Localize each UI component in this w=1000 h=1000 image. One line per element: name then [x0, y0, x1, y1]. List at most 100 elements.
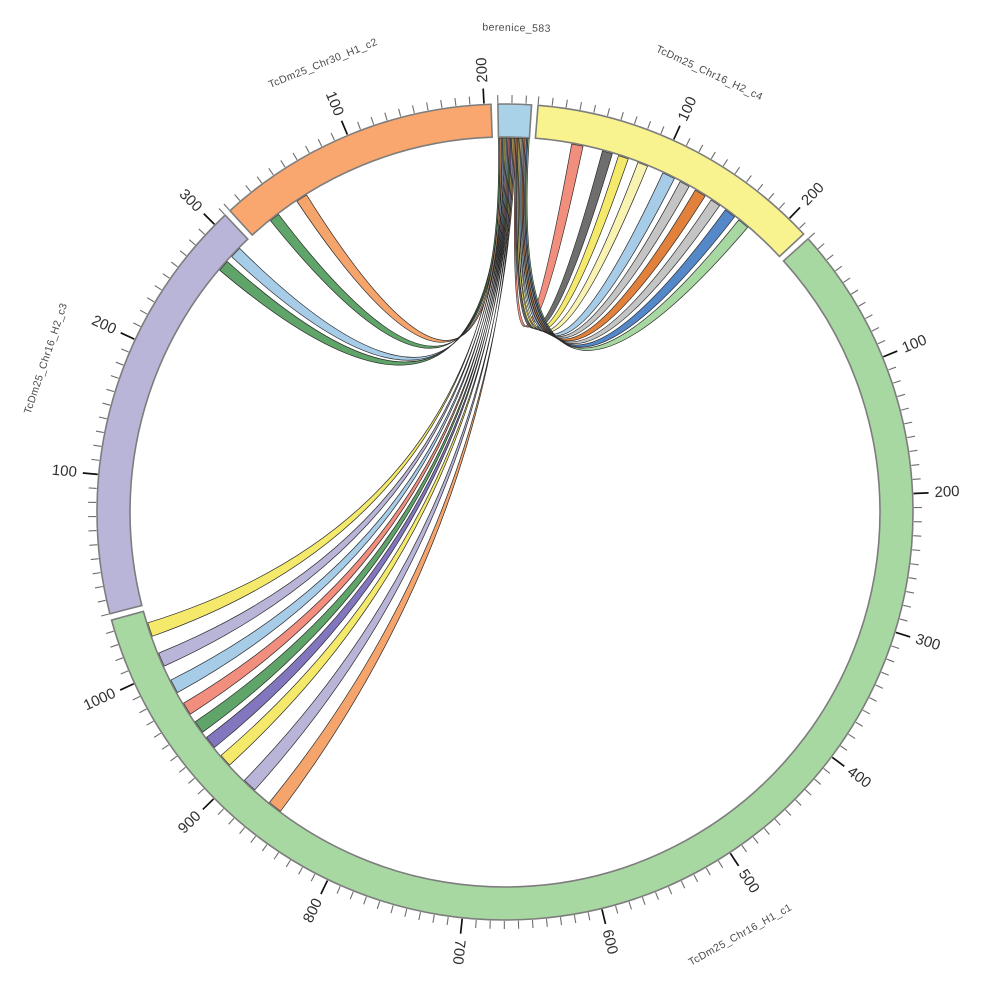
major-tick-TcDm25_Chr16_H2_c4-200	[788, 206, 801, 219]
minor-tick-TcDm25_Chr16_H1_c1-1020	[115, 657, 124, 662]
minor-tick-TcDm25_Chr16_H1_c1-170	[909, 449, 918, 453]
minor-tick-TcDm25_Chr16_H1_c1-290	[899, 618, 908, 622]
minor-tick-TcDm25_Chr16_H1_c1-320	[886, 658, 895, 663]
minor-tick-TcDm25_Chr16_H2_c4-70	[633, 116, 638, 125]
minor-tick-TcDm25_Chr30_H1_c2-90	[330, 132, 335, 141]
minor-tick-TcDm25_Chr16_H1_c1-610	[587, 912, 591, 921]
minor-tick-TcDm25_Chr16_H2_c4-130	[710, 151, 716, 160]
minor-tick-TcDm25_Chr16_H1_c1-470	[763, 827, 770, 835]
minor-tick-TcDm25_Chr16_H2_c3-0	[101, 613, 110, 617]
major-tick-TcDm25_Chr16_H1_c1-900	[202, 798, 215, 811]
minor-tick-TcDm25_Chr16_H2_c4-120	[698, 144, 704, 153]
minor-tick-TcDm25_Chr16_H2_c3-250	[162, 273, 170, 279]
segment-arc-TcDm25_Chr16_H1_c1	[110, 237, 914, 921]
minor-tick-TcDm25_Chr16_H1_c1-960	[153, 732, 162, 738]
chord-TcDm25_Chr16_H2_c4-33	[514, 137, 584, 328]
minor-tick-TcDm25_Chr16_H1_c1-950	[161, 744, 170, 750]
tick-label-TcDm25_Chr30_H1_c2-100: 100	[322, 89, 347, 119]
minor-tick-TcDm25_Chr16_H2_c3-280	[188, 239, 196, 246]
minor-tick-TcDm25_Chr16_H1_c1-580	[628, 901, 632, 910]
minor-tick-TcDm25_Chr16_H2_c3-180	[115, 361, 124, 366]
minor-tick-TcDm25_Chr16_H2_c3-40	[90, 558, 99, 561]
tick-label-TcDm25_Chr16_H2_c4-100: 100	[675, 94, 701, 124]
minor-tick-TcDm25_Chr30_H1_c2-0	[223, 203, 230, 211]
minor-tick-TcDm25_Chr16_H1_c1-110	[888, 366, 897, 371]
minor-tick-TcDm25_Chr16_H1_c1-330	[881, 671, 889, 676]
minor-tick-TcDm25_Chr16_H2_c4-170	[757, 183, 764, 191]
major-tick-TcDm25_Chr16_H1_c1-100	[883, 350, 898, 358]
minor-tick-TcDm25_Chr16_H2_c3-290	[198, 228, 206, 235]
segment-arc-TcDm25_Chr16_H2_c3	[96, 213, 249, 615]
major-tick-TcDm25_Chr16_H1_c1-200	[913, 491, 929, 495]
segment-arc-TcDm25_Chr16_H2_c4	[534, 104, 805, 258]
major-tick-TcDm25_Chr16_H1_c1-700	[459, 918, 464, 934]
major-tick-TcDm25_Chr16_H2_c3-100	[82, 472, 98, 476]
minor-tick-TcDm25_Chr16_H1_c1-80	[871, 327, 880, 332]
tick-label-TcDm25_Chr16_H1_c1-700: 700	[449, 939, 469, 966]
minor-tick-TcDm25_Chr16_H2_c3-50	[89, 544, 98, 546]
minor-tick-TcDm25_Chr16_H2_c4-190	[778, 202, 786, 209]
minor-tick-TcDm25_Chr16_H1_c1-50	[850, 289, 859, 295]
minor-tick-TcDm25_Chr16_H1_c1-810	[310, 873, 316, 882]
minor-tick-TcDm25_Chr16_H2_c4-0	[537, 96, 540, 105]
minor-tick-TcDm25_Chr16_H1_c1-890	[217, 808, 224, 815]
chord-TcDm25_Chr16_H1_c1-862	[269, 137, 517, 812]
minor-tick-TcDm25_Chr16_H2_c4-80	[647, 121, 652, 129]
tick-label-TcDm25_Chr16_H1_c1-400: 400	[844, 763, 874, 792]
minor-tick-TcDm25_Chr16_H1_c1-460	[774, 818, 781, 826]
minor-tick-TcDm25_Chr16_H2_c3-310	[218, 208, 225, 215]
minor-tick-TcDm25_Chr16_H1_c1-370	[855, 721, 863, 727]
tick-label-TcDm25_Chr16_H1_c1-600: 600	[599, 928, 621, 956]
minor-tick-TcDm25_Chr16_H1_c1-70	[865, 314, 873, 320]
minor-tick-TcDm25_Chr16_H1_c1-880	[228, 817, 235, 825]
minor-tick-TcDm25_Chr30_H1_c2-10	[234, 194, 241, 201]
minor-tick-TcDm25_Chr16_H2_c3-190	[121, 348, 129, 353]
minor-tick-TcDm25_Chr16_H2_c3-230	[146, 297, 155, 303]
tick-label-TcDm25_Chr16_H2_c3-300: 300	[176, 186, 206, 216]
minor-tick-TcDm25_Chr30_H1_c2-180	[454, 97, 457, 107]
minor-tick-TcDm25_Chr16_H1_c1-40	[843, 277, 851, 283]
minor-tick-TcDm25_Chr16_H1_c1-540	[680, 880, 686, 889]
major-tick-TcDm25_Chr30_H1_c2-100	[340, 120, 349, 135]
minor-tick-TcDm25_Chr16_H1_c1-1040	[105, 630, 114, 635]
minor-tick-TcDm25_Chr16_H2_c3-170	[110, 375, 119, 379]
segment-arc-berenice_583	[497, 103, 533, 139]
minor-tick-TcDm25_Chr16_H2_c3-130	[95, 430, 104, 434]
chord-TcDm25_Chr16_H2_c3-296	[231, 137, 505, 361]
minor-tick-TcDm25_Chr16_H1_c1-780	[349, 891, 354, 900]
minor-tick-TcDm25_Chr16_H2_c4-10	[551, 97, 554, 106]
minor-tick-TcDm25_Chr16_H2_c3-160	[106, 388, 115, 393]
tick-label-TcDm25_Chr16_H1_c1-500: 500	[735, 866, 763, 896]
minor-tick-TcDm25_Chr30_H1_c2-70	[304, 145, 310, 154]
minor-tick-TcDm25_Chr16_H2_c4-50	[606, 108, 611, 117]
minor-tick-TcDm25_Chr16_H1_c1-130	[897, 393, 906, 398]
segment-label-TcDm25_Chr16_H1_c1: TcDm25_Chr16_H1_c1	[687, 901, 795, 968]
minor-tick-TcDm25_Chr16_H1_c1-280	[903, 604, 912, 608]
minor-tick-TcDm25_Chr16_H1_c1-270	[906, 591, 915, 594]
minor-tick-TcDm25_Chr16_H1_c1-10	[817, 243, 825, 250]
segment-label-TcDm25_Chr30_H1_c2: TcDm25_Chr30_H1_c2	[267, 36, 379, 91]
minor-tick-TcDm25_Chr16_H1_c1-930	[178, 766, 186, 773]
major-tick-TcDm25_Chr16_H2_c3-200	[120, 332, 135, 340]
minor-tick-TcDm25_Chr30_H1_c2-190	[468, 96, 471, 105]
minor-tick-TcDm25_Chr16_H1_c1-860	[250, 835, 257, 843]
minor-tick-TcDm25_Chr16_H2_c3-120	[93, 444, 102, 447]
minor-tick-TcDm25_Chr16_H2_c4-40	[593, 104, 597, 113]
segment-label-TcDm25_Chr16_H2_c4: TcDm25_Chr16_H2_c4	[654, 43, 765, 103]
minor-tick-TcDm25_Chr16_H2_c3-240	[154, 285, 162, 291]
minor-tick-TcDm25_Chr30_H1_c2-170	[440, 99, 443, 108]
minor-tick-TcDm25_Chr16_H1_c1-0	[808, 232, 816, 239]
tick-label-TcDm25_Chr16_H1_c1-1000: 1000	[81, 685, 118, 714]
minor-tick-TcDm25_Chr16_H1_c1-60	[858, 301, 866, 307]
minor-tick-TcDm25_Chr16_H1_c1-840	[273, 852, 280, 860]
chord-TcDm25_Chr30_H1_c2-22	[270, 137, 501, 349]
minor-tick-TcDm25_Chr16_H1_c1-440	[795, 799, 802, 806]
chord-TcDm25_Chr16_H1_c1-888	[244, 137, 515, 791]
minor-tick-TcDm25_Chr16_H1_c1-510	[717, 860, 724, 868]
minor-tick-TcDm25_Chr16_H1_c1-180	[911, 464, 920, 467]
minor-tick-TcDm25_Chr16_H2_c3-220	[139, 309, 148, 315]
minor-tick-TcDm25_Chr16_H2_c4-110	[685, 138, 691, 146]
minor-tick-TcDm25_Chr16_H1_c1-770	[363, 896, 367, 905]
minor-tick-TcDm25_Chr16_H1_c1-990	[132, 695, 141, 701]
